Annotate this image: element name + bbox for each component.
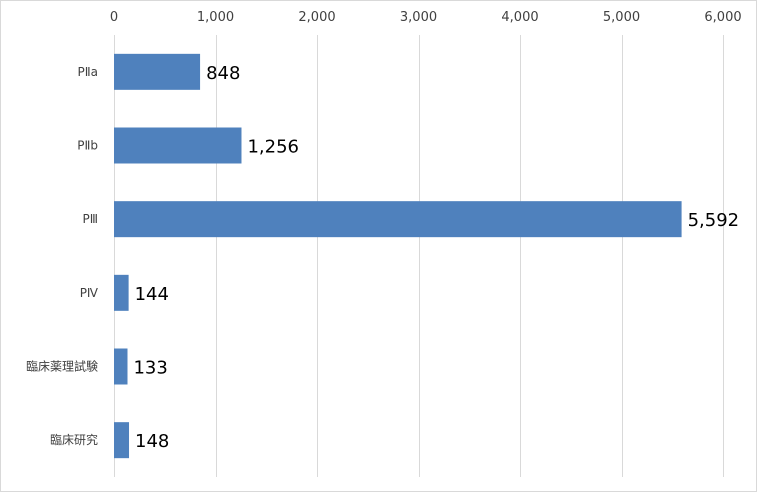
category-label-4: PⅣ [80,286,98,300]
category-label-1: PⅡa [78,65,99,79]
data-label-4: 144 [135,284,169,305]
data-label-1: 848 [206,63,240,84]
tick-label-5000: 5,000 [603,10,640,25]
data-label-2: 1,256 [247,137,299,158]
bar-2 [114,127,242,164]
data-label-3: 5,592 [688,210,740,231]
bar-5 [114,348,128,385]
data-labels: 848 1,256 5,592 144 133 148 [133,63,739,452]
data-label-5: 133 [133,358,167,379]
category-label-5: 臨床薬理試験 [26,359,98,374]
tick-label-3000: 3,000 [400,10,437,25]
tick-label-0: 0 [110,10,118,25]
tick-label-1000: 1,000 [197,10,234,25]
category-label-2: PⅡb [77,139,98,153]
category-label-3: PⅢ [82,212,98,226]
tick-label-4000: 4,000 [501,10,538,25]
category-label-6: 臨床研究 [50,432,98,447]
gridlines [114,35,724,477]
bars [114,53,682,459]
tick-label-6000: 6,000 [704,10,741,25]
data-label-6: 148 [135,431,169,452]
bar-3 [114,201,682,238]
value-axis: 0 1,000 2,000 3,000 4,000 5,000 6,000 [110,10,742,25]
bar-6 [114,422,130,459]
tick-label-2000: 2,000 [298,10,335,25]
bar-4 [114,274,129,311]
bar-1 [114,53,201,90]
